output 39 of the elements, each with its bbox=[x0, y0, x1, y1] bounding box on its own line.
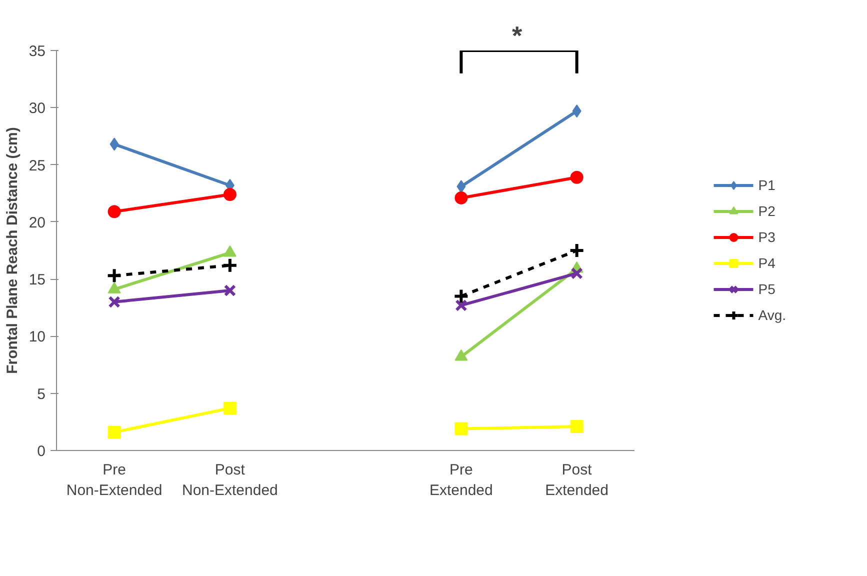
point bbox=[454, 191, 468, 204]
point bbox=[108, 426, 121, 439]
point bbox=[110, 138, 119, 151]
y-tick-label: 20 bbox=[28, 214, 46, 232]
point bbox=[456, 180, 466, 193]
y-tick-label: 25 bbox=[28, 157, 46, 174]
y-axis-title: Frontal Plane Reach Distance (cm) bbox=[4, 127, 21, 374]
annotation: * bbox=[512, 20, 523, 50]
y-tick-label: 30 bbox=[28, 100, 46, 118]
point bbox=[224, 284, 236, 297]
point bbox=[108, 296, 120, 308]
point bbox=[570, 267, 583, 280]
legend-label: P2 bbox=[758, 203, 776, 219]
y-tick-label: 10 bbox=[28, 328, 46, 346]
point bbox=[572, 104, 582, 118]
y-tick-label: 5 bbox=[37, 386, 46, 403]
legend-label: P3 bbox=[758, 229, 776, 245]
point bbox=[108, 205, 121, 218]
x-tick-label: Post Extended bbox=[545, 462, 609, 499]
y-tick-label: 35 bbox=[28, 43, 46, 60]
point bbox=[568, 242, 585, 258]
point bbox=[570, 170, 584, 184]
point bbox=[106, 268, 122, 284]
point bbox=[570, 420, 584, 433]
point bbox=[455, 299, 468, 312]
legend-label: P5 bbox=[758, 281, 776, 297]
point bbox=[223, 188, 236, 201]
legend-label: Avg. bbox=[758, 307, 786, 323]
point bbox=[454, 422, 468, 436]
y-tick-label: 0 bbox=[37, 443, 46, 460]
point bbox=[222, 257, 238, 274]
x-tick-label: Pre Non-Extended bbox=[66, 462, 162, 499]
x-tick-label: Pre Extended bbox=[429, 462, 493, 499]
legend-label: P4 bbox=[758, 255, 776, 271]
point bbox=[223, 402, 236, 415]
legend-label: P1 bbox=[758, 177, 776, 193]
x-tick-label: Post Non-Extended bbox=[182, 462, 278, 499]
point bbox=[453, 288, 470, 304]
y-tick-label: 15 bbox=[28, 272, 46, 289]
